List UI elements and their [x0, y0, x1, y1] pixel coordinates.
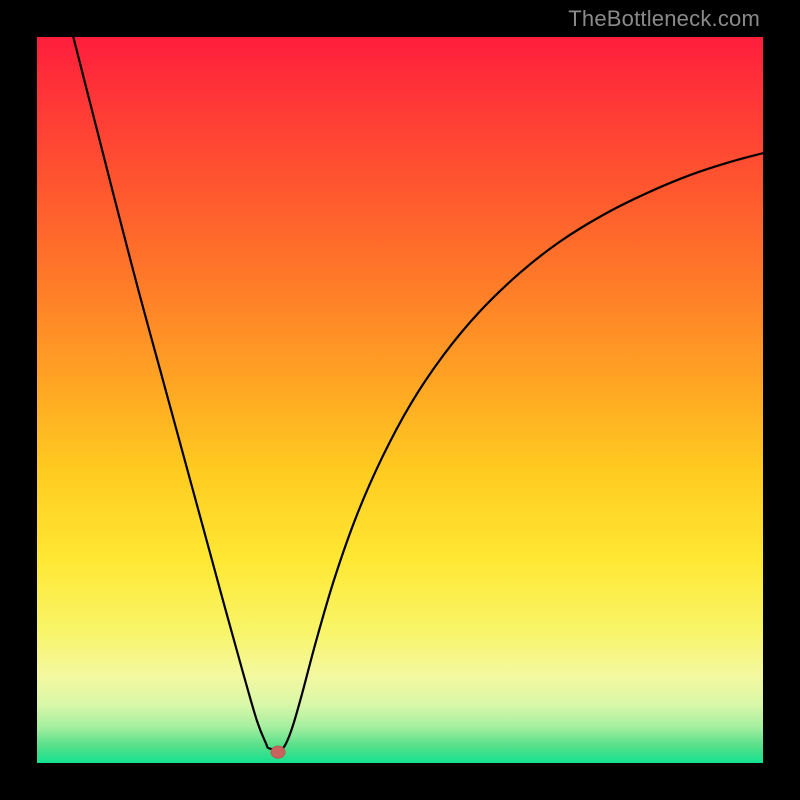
chart-frame: TheBottleneck.com [0, 0, 800, 800]
curve-line [73, 37, 763, 749]
minimum-marker [271, 746, 285, 758]
bottleneck-curve [37, 37, 763, 763]
plot-area [37, 37, 763, 763]
watermark-text: TheBottleneck.com [568, 6, 760, 32]
